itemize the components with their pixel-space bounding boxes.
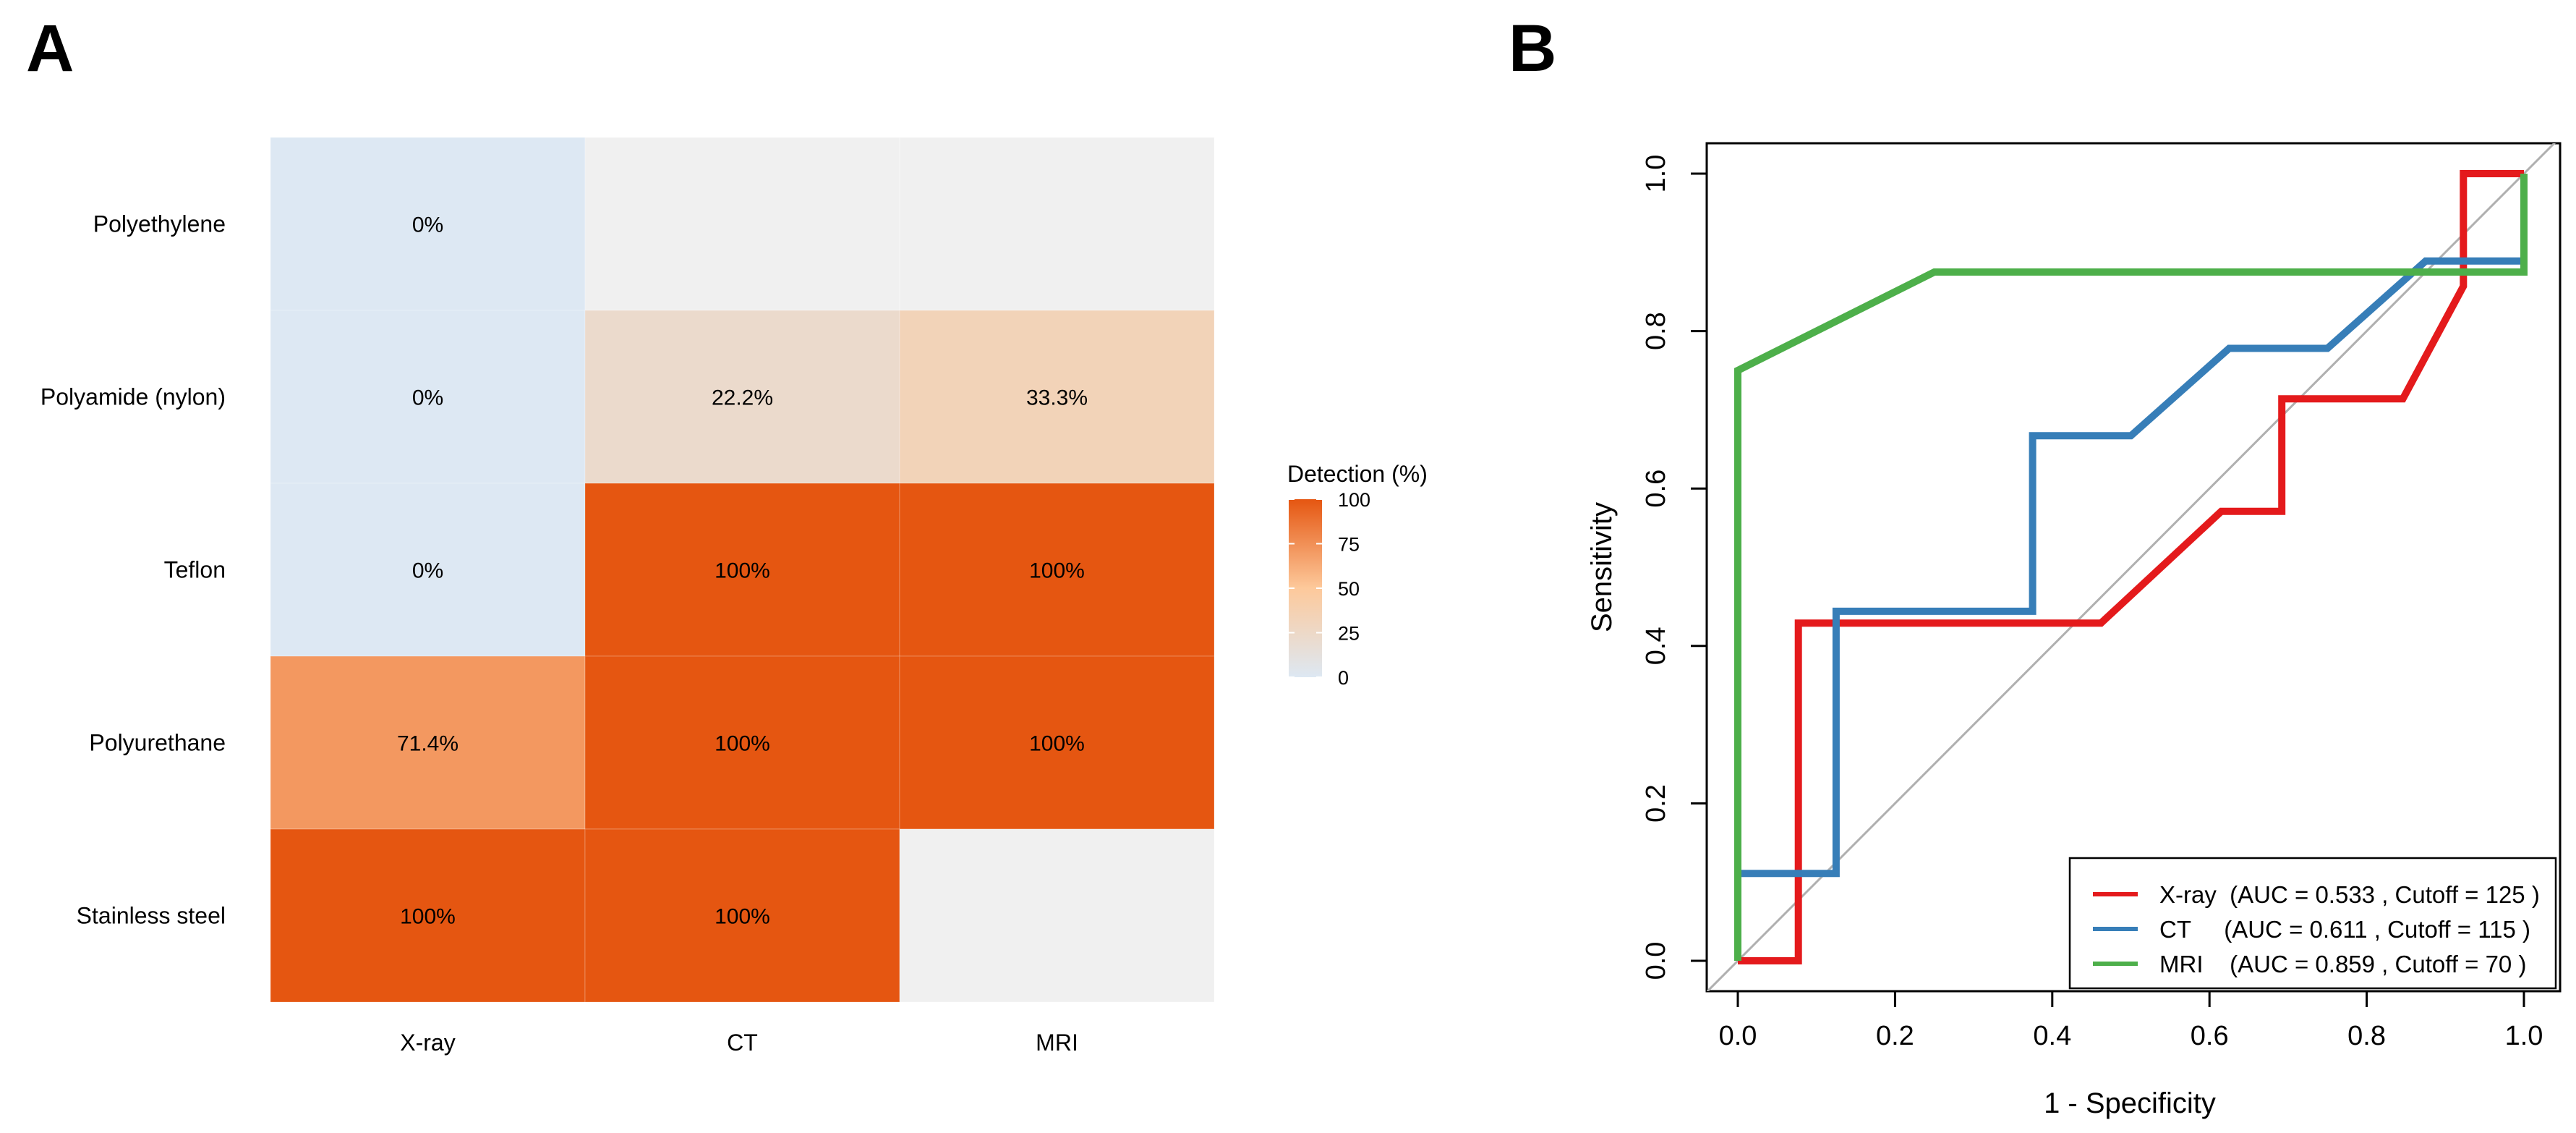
panel-a-label: A [26, 12, 74, 85]
roc-plot: 0.0 0.2 0.4 0.6 0.8 1.0 0.0 0.2 0.4 0.6 0.8 1.0 1 … [1586, 142, 2562, 1119]
y-tick-label: 0.0 [1641, 942, 1671, 980]
reference-diagonal [1707, 143, 2556, 991]
legend-ticks: 0 25 50 75 100 [1289, 489, 1370, 689]
x-axis-label: 1 - Specificity [2044, 1087, 2216, 1119]
heatmap-cell [899, 310, 1215, 484]
x-axis: 0.0 0.2 0.4 0.6 0.8 1.0 [1719, 990, 2543, 1051]
legend-tick-label: 25 [1338, 623, 1360, 645]
cell-label: 0% [412, 386, 443, 410]
heatmap: 0% 0% 22.2% 33.3% 0% 100% 100% 71.4% 100% 100% 100… [40, 137, 1428, 1056]
heatmap-cell [584, 310, 900, 484]
legend-entry: CT (AUC = 0.611 , Cutoff = 115 ) [2159, 916, 2530, 943]
cell-label: 100% [715, 559, 770, 583]
cell-label: 100% [1029, 559, 1085, 583]
row-label: Teflon [164, 557, 226, 583]
column-label: MRI [1036, 1030, 1078, 1056]
y-tick-label: 0.4 [1641, 627, 1671, 665]
heatmap-cell [270, 655, 586, 830]
y-axis: 0.0 0.2 0.4 0.6 0.8 1.0 [1641, 155, 1708, 980]
heatmap-cell [899, 655, 1215, 830]
heatmap-legend: Detection (%) 0 25 50 75 100 [1287, 461, 1428, 689]
legend-box [2068, 857, 2557, 990]
heatmap-cell [270, 137, 586, 311]
legend-title: Detection (%) [1287, 461, 1428, 487]
y-tick-label: 0.8 [1641, 312, 1671, 350]
x-tick-label: 0.8 [2347, 1021, 2386, 1051]
row-label: Stainless steel [77, 903, 226, 929]
legend-entry: MRI (AUC = 0.859 , Cutoff = 70 ) [2159, 951, 2526, 977]
cell-label: 0% [412, 213, 443, 237]
cell-label: 71.4% [397, 732, 459, 756]
y-axis-label: Sensitivity [1586, 502, 1618, 632]
legend-items: X-ray (AUC = 0.533 , Cutoff = 125 ) CT (A… [2093, 881, 2540, 977]
x-tick-label: 0.6 [2191, 1021, 2229, 1051]
legend-tick-label: 75 [1338, 534, 1360, 556]
column-label: X-ray [400, 1030, 455, 1056]
cell-label: 33.3% [1026, 386, 1088, 410]
legend-entry: X-ray (AUC = 0.533 , Cutoff = 125 ) [2159, 881, 2540, 908]
roc-legend: X-ray (AUC = 0.533 , Cutoff = 125 ) CT (A… [2068, 857, 2557, 990]
legend-tick-label: 0 [1338, 667, 1349, 689]
cell-label: 100% [715, 732, 770, 756]
roc-line-mri [1734, 174, 2528, 961]
x-tick-label: 1.0 [2505, 1021, 2543, 1051]
heatmap-cell [584, 137, 900, 311]
roc-line-ct [1738, 257, 2528, 878]
cell-label: 22.2% [712, 386, 773, 410]
heatmap-row-labels: Polyethylene Polyamide (nylon) Teflon Polyu… [40, 211, 226, 929]
y-tick-label: 0.2 [1641, 784, 1671, 823]
row-label: Polyurethane [89, 730, 226, 756]
x-tick-label: 0.4 [2033, 1021, 2071, 1051]
heatmap-cell [270, 483, 586, 657]
roc-series-lines [1734, 170, 2528, 964]
cell-label: 100% [1029, 732, 1085, 756]
y-tick-label: 1.0 [1641, 155, 1671, 193]
panel-b-label: B [1509, 12, 1556, 85]
cell-label: 0% [412, 559, 443, 583]
heatmap-column-labels: X-ray CT MRI [400, 1030, 1078, 1056]
heatmap-cell [270, 310, 586, 484]
cell-label: 100% [715, 905, 770, 929]
column-label: CT [727, 1030, 758, 1056]
heatmap-cell [899, 137, 1215, 311]
row-label: Polyamide (nylon) [40, 384, 226, 410]
heatmap-cell [584, 828, 900, 1003]
heatmap-cell [899, 483, 1215, 657]
x-tick-label: 0.0 [1719, 1021, 1757, 1051]
roc-line-x-ray [1738, 170, 2524, 964]
heatmap-cell [899, 828, 1215, 1003]
y-tick-label: 0.6 [1641, 470, 1671, 508]
x-tick-label: 0.2 [1876, 1021, 1914, 1051]
legend-tick-label: 50 [1338, 578, 1360, 600]
heatmap-cells: 0% 0% 22.2% 33.3% 0% 100% 100% 71.4% 100% 100% 100… [270, 137, 1215, 1003]
heatmap-cell [584, 483, 900, 657]
legend-tick-label: 100 [1338, 489, 1370, 511]
cell-label: 100% [400, 905, 456, 929]
row-label: Polyethylene [93, 211, 226, 237]
